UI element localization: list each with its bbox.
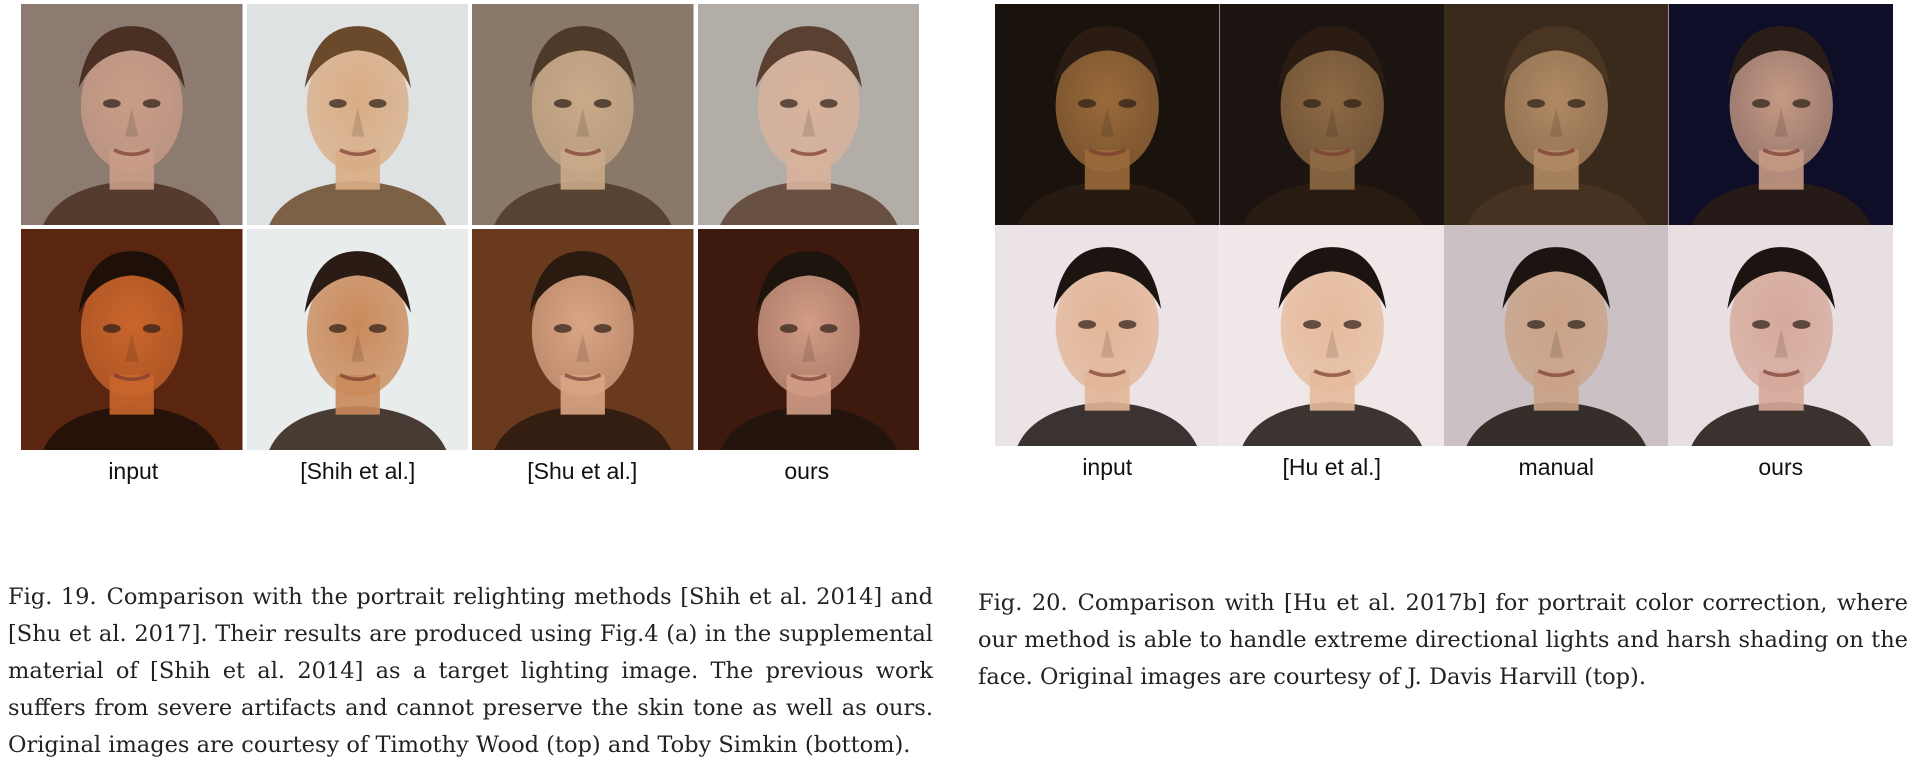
figure-20: input [Hu et al.] manual ours — [995, 4, 1893, 481]
caption-text: Comparison with [Hu et al. 2017b] for po… — [978, 589, 1908, 690]
figure-19-column-labels: input [Shih et al.] [Shu et al.] ours — [21, 458, 919, 485]
fig19-photo — [472, 229, 694, 450]
caption-label: Fig. 19. — [8, 583, 97, 610]
fig19-photo — [21, 229, 243, 450]
column-label: [Shih et al.] — [300, 458, 416, 484]
fig20-photo — [1444, 225, 1669, 446]
fig20-photo — [1219, 225, 1444, 446]
fig19-photo — [246, 229, 468, 450]
fig19-photo — [472, 4, 694, 225]
figure-19-image-grid — [21, 4, 919, 450]
fig20-photo — [1219, 4, 1444, 225]
fig20-photo — [1668, 225, 1893, 446]
figure-19-caption: Fig. 19. Comparison with the portrait rel… — [8, 579, 933, 764]
column-label: input — [108, 458, 159, 484]
fig20-photo — [1444, 4, 1669, 225]
caption-text: Comparison with the portrait relighting … — [8, 583, 933, 758]
column-label: ours — [784, 458, 830, 484]
column-label: manual — [1518, 454, 1594, 480]
fig19-photo — [246, 4, 468, 225]
column-label: [Shu et al.] — [527, 458, 638, 484]
figure-20-caption: Fig. 20. Comparison with [Hu et al. 2017b… — [978, 585, 1908, 696]
fig19-photo — [697, 229, 919, 450]
column-label: input — [1082, 454, 1133, 480]
figure-19: input [Shih et al.] [Shu et al.] ours — [21, 4, 919, 485]
figure-20-image-grid — [995, 4, 1893, 446]
fig19-photo — [697, 4, 919, 225]
fig20-photo — [995, 225, 1220, 446]
column-label: [Hu et al.] — [1282, 454, 1381, 480]
fig20-photo — [1668, 4, 1893, 225]
caption-label: Fig. 20. — [978, 589, 1068, 616]
figure-20-column-labels: input [Hu et al.] manual ours — [995, 454, 1893, 481]
fig20-photo — [995, 4, 1220, 225]
fig19-photo — [21, 4, 243, 225]
column-label: ours — [1758, 454, 1804, 480]
